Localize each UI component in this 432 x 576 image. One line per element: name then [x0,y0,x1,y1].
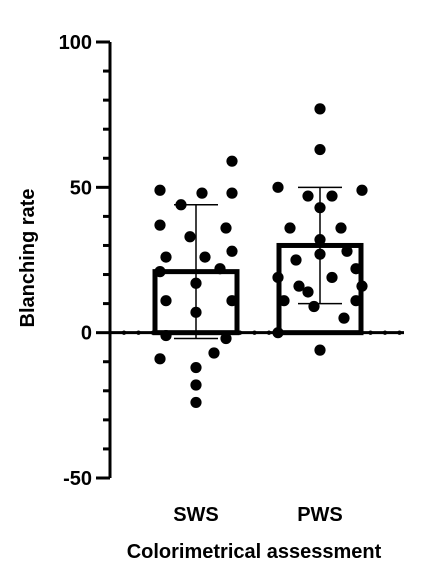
data-point-pws [350,263,362,275]
data-point-pws [335,222,347,234]
data-point-sws [220,332,232,345]
data-point-sws [175,199,187,211]
x-axis-dot [281,330,286,335]
data-point-pws [350,295,362,307]
x-axis-dot [339,330,344,335]
data-point-sws [220,222,232,234]
data-point-sws [154,353,166,365]
data-point-pws [341,245,353,257]
x-axis-dot [353,330,359,335]
data-point-sws [226,295,238,307]
x-axis-dot [150,330,156,335]
y-axis-title: Blanching rate [17,189,39,328]
data-point-sws [190,361,202,374]
data-point-sws [226,187,238,199]
data-point-pws [290,254,302,266]
x-axis-dot [194,330,199,335]
data-point-sws [190,396,202,409]
bars-layer [152,242,364,336]
data-point-sws [190,379,202,391]
x-axis-dot [179,330,185,335]
data-point-sws [160,295,172,307]
data-point-pws [314,202,326,214]
x-axis-dot [382,330,388,335]
x-axis-dot [266,330,272,335]
x-tick-label-sws: SWS [173,504,219,526]
data-point-pws [314,143,326,156]
x-axis-dot [324,330,330,335]
x-axis-dot [223,330,228,335]
data-point-pws [326,190,338,202]
data-point-pws [356,280,368,292]
data-point-sws [154,184,166,196]
data-point-sws [190,306,202,318]
y-tick-label: 100 [59,32,92,54]
x-axis-dot [252,330,257,335]
x-axis-dot [136,330,141,335]
data-point-sws [226,155,238,167]
y-tick-label: 50 [70,177,92,199]
data-point-sws [154,219,166,231]
labels-layer: Blanching rate Colorimetrical assessment… [17,32,382,563]
x-axis-dot [165,330,170,335]
data-point-pws [314,344,326,356]
data-point-pws [338,312,350,324]
data-point-sws [226,245,238,257]
x-axis-dot [295,330,301,335]
data-point-sws [154,266,166,278]
data-point-sws [214,263,226,275]
ticks-layer [96,40,402,480]
data-point-pws [272,271,284,284]
data-point-sws [190,277,202,289]
x-axis-dot [121,330,127,335]
x-axis-title: Colorimetrical assessment [127,541,382,563]
points-layer [154,103,368,409]
data-point-pws [278,295,290,307]
data-point-pws [302,286,314,298]
data-point-pws [326,271,338,284]
data-point-pws [272,181,284,193]
x-axis-dot [208,330,214,335]
data-point-sws [184,231,196,243]
x-tick-label-pws: PWS [297,504,343,526]
data-point-pws [314,234,326,246]
x-axis-dot [368,330,373,335]
y-tick-label: -50 [63,468,92,490]
x-axis-dot [237,330,243,335]
data-point-pws [314,248,326,260]
data-point-pws [284,222,296,234]
x-axis-dot [310,330,315,335]
x-axis-dot [397,330,402,335]
data-point-pws [314,103,326,115]
data-point-sws [196,187,208,199]
data-point-sws [160,251,172,263]
data-point-sws [208,347,220,359]
data-point-sws [199,251,211,263]
y-tick-label: 0 [81,323,92,345]
data-point-pws [293,280,305,292]
data-point-pws [308,300,320,313]
data-point-pws [302,190,314,202]
data-point-pws [356,184,368,196]
